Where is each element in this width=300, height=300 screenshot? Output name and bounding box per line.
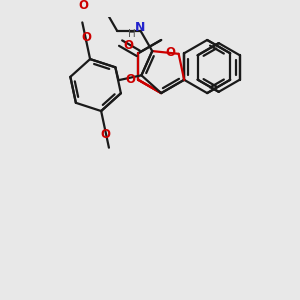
- Text: O: O: [166, 46, 176, 59]
- Text: O: O: [123, 39, 134, 52]
- Text: N: N: [135, 21, 146, 34]
- Text: O: O: [81, 31, 91, 44]
- Text: O: O: [125, 73, 135, 86]
- Text: O: O: [79, 0, 88, 12]
- Text: H: H: [128, 29, 136, 39]
- Text: O: O: [100, 128, 110, 140]
